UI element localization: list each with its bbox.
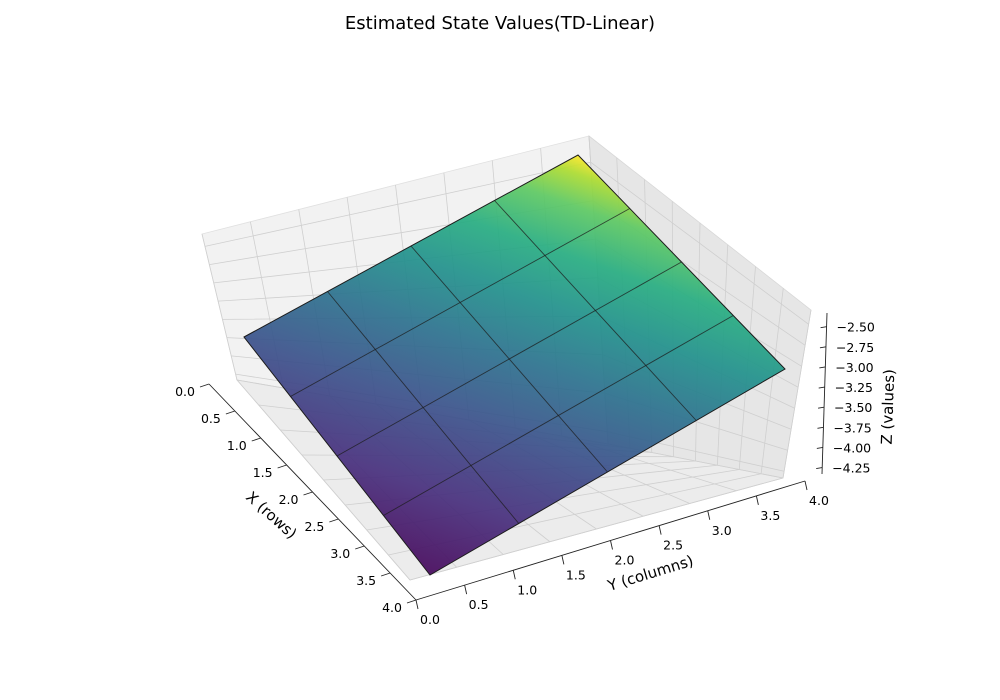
y-tick	[512, 570, 516, 580]
y-tick	[804, 480, 808, 491]
z-tick-label: −2.75	[836, 340, 874, 355]
x-tick-label: 4.0	[382, 600, 402, 615]
y-tick-label: 3.0	[712, 523, 732, 538]
y-axis-line	[415, 480, 806, 601]
z-tick	[816, 467, 823, 470]
z-tick-labels: −4.25 −4.00 −3.75 −3.50 −3.25 −3.00 −2.75 −2.50	[832, 320, 875, 476]
surface-column-line	[410, 245, 608, 473]
z-tick-label: −3.00	[835, 360, 873, 375]
x-axis-line	[208, 383, 417, 601]
y-tick-label: 2.5	[663, 538, 683, 553]
axis-ticks	[199, 326, 827, 610]
x-tick	[380, 572, 391, 577]
y-tick-label: 2.0	[615, 553, 635, 568]
chart-title: Estimated State Values(TD-Linear)	[345, 13, 655, 34]
x-tick-label: 3.0	[330, 546, 350, 561]
y-tick	[707, 510, 711, 520]
x-tick-label: 1.5	[253, 465, 273, 480]
grid-line	[204, 161, 809, 325]
surface	[243, 154, 786, 576]
z-tick-label: −3.50	[834, 400, 872, 415]
surface-wireframe	[290, 200, 734, 524]
z-axis-line	[821, 312, 828, 475]
x-tick-label: 1.0	[227, 438, 247, 453]
y-tick-label: 3.5	[760, 508, 780, 523]
x-tick-label: 3.5	[356, 573, 376, 588]
x-tick-label: 0.5	[201, 411, 221, 426]
x-tick-labels: 0.0 0.5 1.0 1.5 2.0 2.5 3.0 3.5 4.0	[175, 384, 402, 615]
surface-column-line	[494, 200, 697, 421]
z-tick-label: −2.50	[837, 320, 875, 335]
z-tick	[816, 446, 823, 449]
x-tick	[355, 545, 365, 550]
surface-row-line	[383, 315, 734, 516]
z-tick-label: −4.00	[833, 440, 871, 455]
x-tick-label: 2.0	[279, 492, 299, 507]
x-tick	[225, 410, 236, 415]
z-tick-label: −4.25	[832, 461, 870, 476]
grid-line	[201, 233, 238, 381]
x-tick	[329, 518, 339, 523]
x-tick	[199, 383, 210, 388]
z-tick	[820, 326, 827, 329]
y-tick-label: 0.0	[420, 612, 440, 627]
x-tick	[406, 599, 417, 604]
z-tick	[817, 426, 824, 429]
x-tick	[251, 437, 261, 442]
z-tick-label: −3.75	[833, 420, 871, 435]
x-tick-label: 0.0	[175, 384, 195, 399]
y-tick	[610, 540, 613, 550]
x-tick	[277, 464, 287, 469]
y-tick	[415, 599, 419, 610]
y-tick-label: 1.0	[517, 582, 537, 597]
z-tick	[819, 346, 827, 349]
y-tick-label: 0.5	[469, 597, 489, 612]
y-tick	[755, 495, 759, 505]
y-tick	[658, 525, 662, 535]
z-tick-label: −3.25	[835, 380, 873, 395]
y-tick-label: 1.5	[566, 567, 586, 582]
y-tick-labels: 0.0 0.5 1.0 1.5 2.0 2.5 3.0 3.5 4.0	[420, 493, 829, 627]
z-tick	[819, 366, 826, 369]
x-tick-label: 2.5	[304, 519, 324, 534]
z-axis-label: Z (values)	[878, 369, 899, 445]
y-tick-label: 4.0	[809, 493, 829, 508]
z-tick	[818, 386, 825, 389]
z-tick	[818, 406, 825, 409]
x-tick	[303, 491, 313, 496]
y-tick	[561, 555, 565, 565]
y-tick	[464, 585, 468, 595]
grid-line	[409, 477, 784, 581]
